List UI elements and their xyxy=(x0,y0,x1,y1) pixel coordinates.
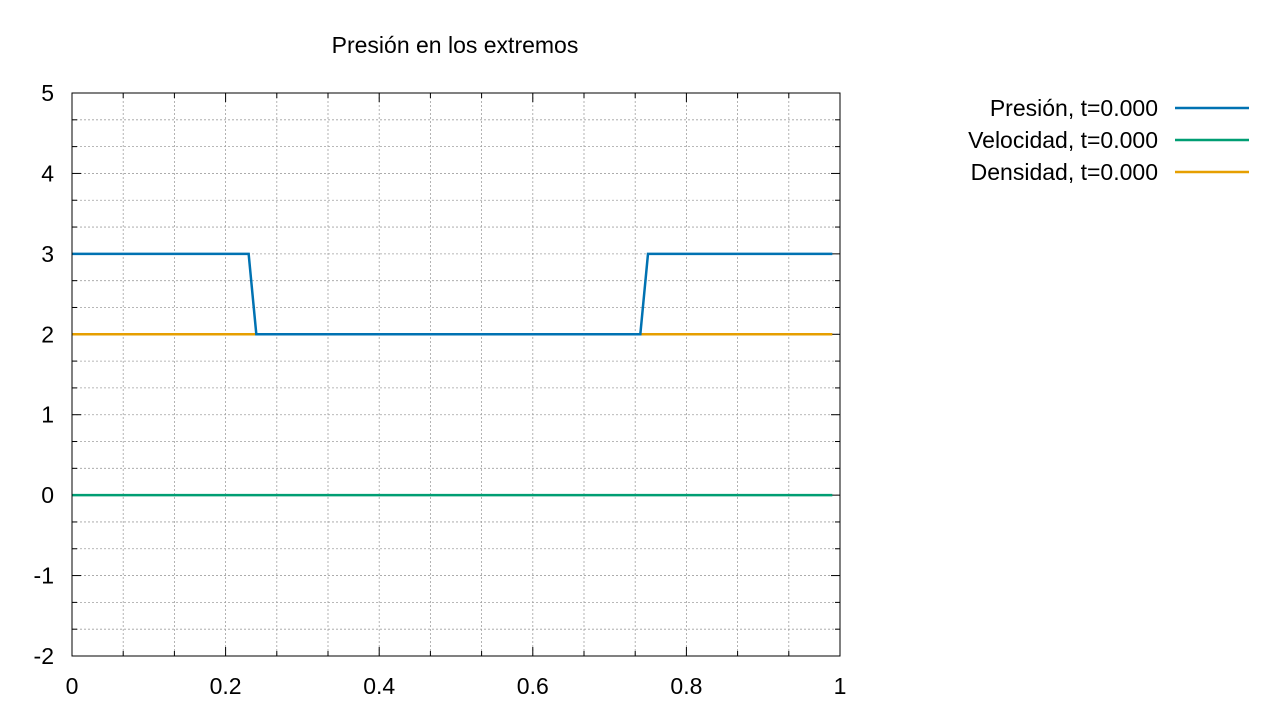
y-tick-label: -1 xyxy=(34,563,54,589)
y-tick-label: 1 xyxy=(41,402,54,428)
x-tick-label: 0 xyxy=(66,673,79,699)
x-tick-label: 0.4 xyxy=(363,673,395,699)
legend-label: Presión, t=0.000 xyxy=(990,95,1158,121)
y-axis-labels: -2 -1 0 1 2 3 4 5 xyxy=(34,80,55,669)
y-tick-label: 2 xyxy=(41,321,54,347)
grid xyxy=(72,93,840,656)
x-tick-label: 0.6 xyxy=(517,673,549,699)
y-tick-label: -2 xyxy=(34,643,54,669)
plot-frame xyxy=(71,92,841,657)
chart-title: Presión en los extremos xyxy=(332,32,579,58)
x-axis-labels: 0 0.2 0.4 0.6 0.8 1 xyxy=(66,673,847,699)
axis-ticks xyxy=(71,92,841,657)
plot-series xyxy=(72,252,833,497)
y-tick-label: 5 xyxy=(41,80,54,106)
y-tick-label: 0 xyxy=(41,482,54,508)
x-tick-label: 0.8 xyxy=(670,673,702,699)
y-tick-label: 3 xyxy=(41,241,54,267)
series-line-0 xyxy=(72,252,833,336)
legend: Presión, t=0.000 Velocidad, t=0.000 Densid… xyxy=(968,95,1249,185)
legend-label: Densidad, t=0.000 xyxy=(971,159,1158,185)
y-tick-label: 4 xyxy=(41,160,54,186)
x-tick-label: 0.2 xyxy=(210,673,242,699)
legend-label: Velocidad, t=0.000 xyxy=(968,127,1158,153)
x-tick-label: 1 xyxy=(834,673,847,699)
